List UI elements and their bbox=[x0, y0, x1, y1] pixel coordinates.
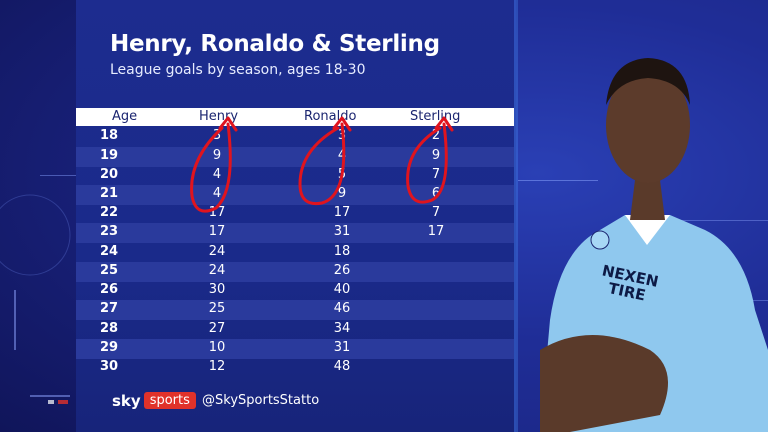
cell-henry: 4 bbox=[212, 186, 222, 201]
cell-ronaldo: 31 bbox=[333, 340, 351, 355]
cell-age: 27 bbox=[100, 301, 119, 316]
cell-ronaldo: 4 bbox=[337, 148, 347, 163]
cell-ronaldo: 31 bbox=[333, 224, 351, 239]
panel-edge bbox=[514, 0, 518, 432]
cell-age: 28 bbox=[100, 321, 119, 336]
cell-ronaldo: 3 bbox=[337, 128, 347, 143]
cell-age: 19 bbox=[100, 148, 119, 163]
cell-sterling: 17 bbox=[427, 224, 445, 239]
cell-sterling: 9 bbox=[431, 148, 441, 163]
cell-ronaldo: 5 bbox=[337, 167, 347, 182]
cell-age: 21 bbox=[100, 186, 119, 201]
cell-age: 18 bbox=[100, 128, 119, 143]
cell-sterling: 6 bbox=[431, 186, 441, 201]
cell-age: 22 bbox=[100, 205, 119, 220]
table-row: 20 4 5 7 bbox=[76, 166, 514, 186]
player-photo bbox=[540, 58, 768, 432]
cell-henry: 4 bbox=[212, 167, 222, 182]
cell-age: 30 bbox=[100, 359, 119, 374]
cell-ronaldo: 17 bbox=[333, 205, 351, 220]
cell-age: 20 bbox=[100, 167, 119, 182]
table-row: 26 30 40 bbox=[76, 281, 514, 301]
cell-sterling: 7 bbox=[431, 205, 441, 220]
table-row: 22 17 17 7 bbox=[76, 204, 514, 224]
table-row: 23 17 31 17 bbox=[76, 223, 514, 243]
cell-sterling: 7 bbox=[431, 167, 441, 182]
page-subtitle: League goals by season, ages 18-30 bbox=[110, 62, 366, 78]
cell-ronaldo: 9 bbox=[337, 186, 347, 201]
cell-henry: 24 bbox=[208, 263, 226, 278]
cell-henry: 10 bbox=[208, 340, 226, 355]
sky-sports-logo: sky sports bbox=[112, 391, 196, 410]
header-henry: Henry bbox=[199, 109, 239, 124]
cell-henry: 25 bbox=[208, 301, 226, 316]
table-row: 24 24 18 bbox=[76, 243, 514, 263]
cell-age: 25 bbox=[100, 263, 119, 278]
cell-henry: 30 bbox=[208, 282, 226, 297]
cell-ronaldo: 18 bbox=[333, 244, 351, 259]
cell-ronaldo: 48 bbox=[333, 359, 351, 374]
table-row: 27 25 46 bbox=[76, 300, 514, 320]
sky-wordmark: sky bbox=[112, 391, 141, 410]
table-row: 21 4 9 6 bbox=[76, 185, 514, 205]
cell-henry: 27 bbox=[208, 321, 226, 336]
cell-age: 29 bbox=[100, 340, 119, 355]
table-row: 28 27 34 bbox=[76, 320, 514, 340]
cell-ronaldo: 46 bbox=[333, 301, 351, 316]
table-panel bbox=[76, 0, 516, 432]
cell-sterling: 2 bbox=[431, 128, 441, 143]
cell-henry: 9 bbox=[212, 148, 222, 163]
cell-age: 23 bbox=[100, 224, 119, 239]
cell-ronaldo: 40 bbox=[333, 282, 351, 297]
cell-henry: 24 bbox=[208, 244, 226, 259]
twitter-handle: @SkySportsStatto bbox=[202, 393, 320, 408]
table-row: 25 24 26 bbox=[76, 262, 514, 282]
cell-age: 24 bbox=[100, 244, 119, 259]
sports-wordmark: sports bbox=[143, 392, 196, 409]
cell-henry: 12 bbox=[208, 359, 226, 374]
cell-age: 26 bbox=[100, 282, 119, 297]
header-age: Age bbox=[112, 109, 138, 124]
cell-ronaldo: 34 bbox=[333, 321, 351, 336]
page-title: Henry, Ronaldo & Sterling bbox=[110, 31, 440, 57]
header-sterling: Sterling bbox=[410, 109, 461, 124]
cell-henry: 17 bbox=[208, 205, 226, 220]
table-row: 18 3 3 2 bbox=[76, 127, 514, 147]
table-row: 30 12 48 bbox=[76, 358, 514, 378]
table-row: 29 10 31 bbox=[76, 339, 514, 359]
header-ronaldo: Ronaldo bbox=[304, 109, 357, 124]
cell-henry: 17 bbox=[208, 224, 226, 239]
table-header: Age Henry Ronaldo Sterling bbox=[76, 108, 514, 126]
cell-ronaldo: 26 bbox=[333, 263, 351, 278]
cell-henry: 3 bbox=[212, 128, 222, 143]
left-decoration bbox=[0, 175, 76, 404]
table-row: 19 9 4 9 bbox=[76, 147, 514, 167]
